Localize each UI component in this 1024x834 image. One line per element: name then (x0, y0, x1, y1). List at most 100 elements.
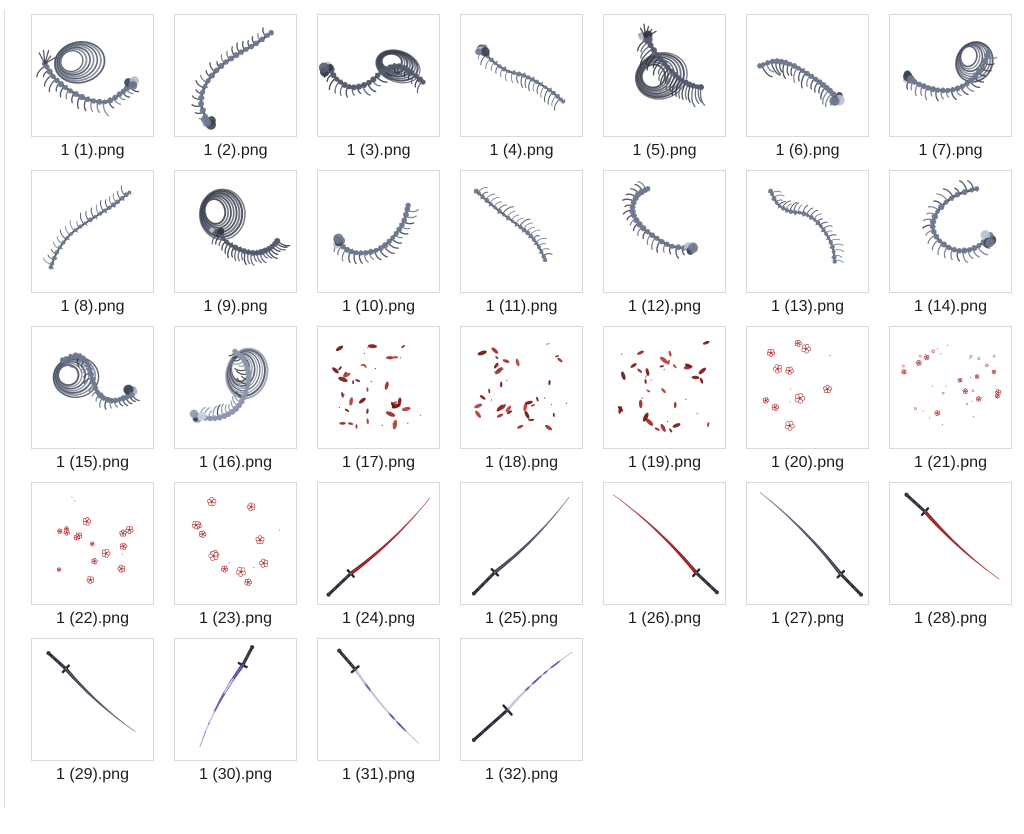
petals-thumbnail-icon (617, 340, 710, 433)
file-item[interactable]: 1 (29).png (31, 638, 154, 784)
file-item[interactable]: 1 (10).png (317, 170, 440, 316)
skeleton-thumbnail-icon (757, 58, 845, 108)
flowers-thumbnail-icon (762, 339, 832, 431)
file-thumbnail[interactable] (317, 482, 440, 605)
file-thumbnail[interactable] (603, 170, 726, 293)
file-thumbnail[interactable] (603, 326, 726, 449)
thumbnail-grid: 1 (1).png 1 (2).png 1 (3).png 1 (4).png 1 (5… (31, 14, 1012, 784)
file-label: 1 (7).png (918, 142, 983, 159)
file-item[interactable]: 1 (32).png (460, 638, 583, 784)
katana-thumbnail-icon (337, 648, 420, 744)
file-label: 1 (24).png (342, 610, 415, 627)
file-label: 1 (25).png (485, 610, 558, 627)
file-item[interactable]: 1 (17).png (317, 326, 440, 472)
petals-thumbnail-icon (332, 344, 422, 430)
file-item[interactable]: 1 (18).png (460, 326, 583, 472)
katana-thumbnail-icon (326, 498, 430, 597)
file-item[interactable]: 1 (24).png (317, 482, 440, 628)
file-item[interactable]: 1 (26).png (603, 482, 726, 628)
file-label: 1 (19).png (628, 454, 701, 471)
file-thumbnail[interactable] (746, 326, 869, 449)
file-thumbnail[interactable] (31, 326, 154, 449)
file-thumbnail[interactable] (460, 326, 583, 449)
file-item[interactable]: 1 (15).png (31, 326, 154, 472)
file-item[interactable]: 1 (23).png (174, 482, 297, 628)
file-thumbnail[interactable] (889, 14, 1012, 137)
petals-thumbnail-icon (474, 343, 568, 431)
file-thumbnail[interactable] (746, 14, 869, 137)
file-thumbnail[interactable] (460, 482, 583, 605)
file-item[interactable]: 1 (7).png (889, 14, 1012, 160)
file-label: 1 (22).png (56, 610, 129, 627)
file-thumbnail[interactable] (31, 170, 154, 293)
skeleton-thumbnail-icon (634, 23, 706, 108)
file-label: 1 (1).png (60, 142, 125, 159)
file-thumbnail[interactable] (460, 14, 583, 137)
file-thumbnail[interactable] (746, 482, 869, 605)
file-thumbnail[interactable] (174, 482, 297, 605)
file-item[interactable]: 1 (28).png (889, 482, 1012, 628)
file-item[interactable]: 1 (19).png (603, 326, 726, 472)
file-item[interactable]: 1 (9).png (174, 170, 297, 316)
skeleton-thumbnail-icon (319, 49, 426, 98)
file-thumbnail[interactable] (31, 482, 154, 605)
file-item[interactable]: 1 (4).png (460, 14, 583, 160)
file-thumbnail[interactable] (889, 326, 1012, 449)
file-item[interactable]: 1 (14).png (889, 170, 1012, 316)
file-thumbnail[interactable] (603, 14, 726, 137)
file-item[interactable]: 1 (11).png (460, 170, 583, 316)
file-label: 1 (13).png (771, 298, 844, 315)
file-thumbnail[interactable] (174, 170, 297, 293)
file-item[interactable]: 1 (1).png (31, 14, 154, 160)
file-item[interactable]: 1 (2).png (174, 14, 297, 160)
file-label: 1 (2).png (203, 142, 268, 159)
file-thumbnail[interactable] (317, 638, 440, 761)
file-thumbnail[interactable] (746, 170, 869, 293)
katana-thumbnail-icon (199, 645, 255, 748)
file-thumbnail[interactable] (31, 638, 154, 761)
file-thumbnail[interactable] (603, 482, 726, 605)
katana-thumbnail-icon (904, 492, 1000, 580)
file-thumbnail[interactable] (174, 638, 297, 761)
file-item[interactable]: 1 (20).png (746, 326, 869, 472)
file-item[interactable]: 1 (21).png (889, 326, 1012, 472)
file-item[interactable]: 1 (27).png (746, 482, 869, 628)
skeleton-thumbnail-icon (36, 41, 140, 117)
file-thumbnail[interactable] (460, 638, 583, 761)
file-thumbnail[interactable] (174, 326, 297, 449)
file-item[interactable]: 1 (30).png (174, 638, 297, 784)
file-label: 1 (27).png (771, 610, 844, 627)
file-label: 1 (20).png (771, 454, 844, 471)
file-item[interactable]: 1 (3).png (317, 14, 440, 160)
file-label: 1 (9).png (203, 298, 268, 315)
file-item[interactable]: 1 (31).png (317, 638, 440, 784)
file-label: 1 (23).png (199, 610, 272, 627)
file-item[interactable]: 1 (12).png (603, 170, 726, 316)
file-item[interactable]: 1 (8).png (31, 170, 154, 316)
file-label: 1 (8).png (60, 298, 125, 315)
file-thumbnail[interactable] (31, 14, 154, 137)
file-label: 1 (31).png (342, 766, 415, 783)
file-thumbnail[interactable] (317, 326, 440, 449)
skeleton-thumbnail-icon (903, 41, 998, 102)
file-label: 1 (18).png (485, 454, 558, 471)
file-label: 1 (26).png (628, 610, 701, 627)
file-thumbnail[interactable] (889, 170, 1012, 293)
file-label: 1 (28).png (914, 610, 987, 627)
skeleton-thumbnail-icon (473, 186, 553, 263)
file-label: 1 (4).png (489, 142, 554, 159)
file-thumbnail[interactable] (174, 14, 297, 137)
file-label: 1 (16).png (199, 454, 272, 471)
file-thumbnail[interactable] (889, 482, 1012, 605)
file-item[interactable]: 1 (16).png (174, 326, 297, 472)
file-thumbnail[interactable] (317, 170, 440, 293)
file-item[interactable]: 1 (22).png (31, 482, 154, 628)
file-item[interactable]: 1 (13).png (746, 170, 869, 316)
file-item[interactable]: 1 (6).png (746, 14, 869, 160)
file-label: 1 (17).png (342, 454, 415, 471)
skeleton-thumbnail-icon (767, 188, 844, 264)
file-thumbnail[interactable] (317, 14, 440, 137)
file-item[interactable]: 1 (25).png (460, 482, 583, 628)
file-item[interactable]: 1 (5).png (603, 14, 726, 160)
file-thumbnail[interactable] (460, 170, 583, 293)
